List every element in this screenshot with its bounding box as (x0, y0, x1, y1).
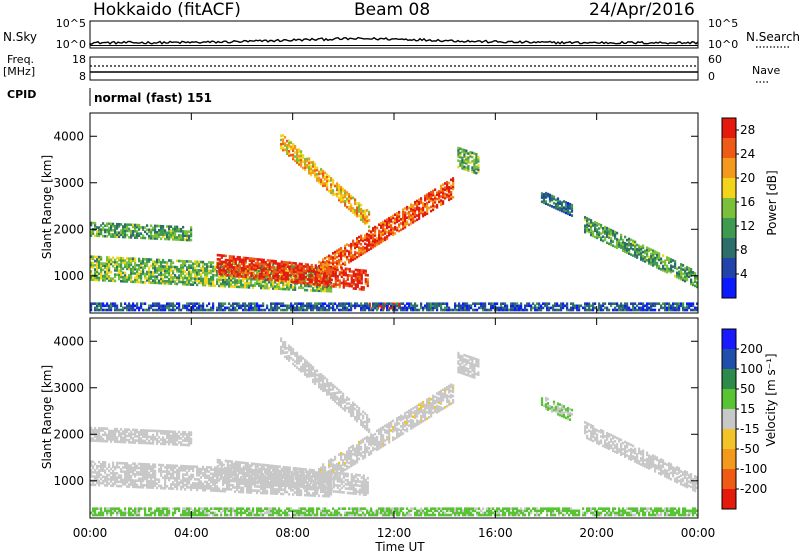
nsearch-tick-bottom: 10^0 (708, 38, 739, 51)
nsky-label: N.Sky (3, 30, 38, 44)
x-tick-label: 12:00 (377, 526, 412, 540)
x-tick-label: 00:00 (681, 526, 716, 540)
colorbar-swatch (722, 198, 736, 219)
station-title: Hokkaido (fitACF) (93, 0, 241, 20)
colorbar-tick-label: -50 (740, 442, 760, 456)
colorbar-tick-label: 8 (740, 243, 748, 257)
echo-band-8 (540, 191, 574, 217)
nave-label: Nave (752, 64, 781, 77)
echo-band-7 (584, 216, 699, 289)
echo-band-10 (90, 302, 699, 312)
x-axis-label: Time UT (375, 540, 425, 554)
colorbar-tick-label: 16 (740, 195, 755, 209)
freq-tick-bottom: 8 (79, 70, 86, 83)
colorbar-tick-label: 24 (740, 147, 755, 161)
colorbar-tick-label: 4 (740, 267, 748, 281)
echo-band-2 (216, 253, 369, 291)
colorbar-tick-label: -15 (740, 422, 760, 436)
nave-tick-top: 60 (708, 53, 722, 66)
colorbar-tick-label: 100 (740, 362, 763, 376)
colorbar-tick-label: 28 (740, 123, 755, 137)
beam-title: Beam 08 (354, 0, 431, 20)
echo-band-3 (318, 177, 455, 283)
colorbar-swatch (722, 489, 736, 510)
colorbar-swatch (722, 349, 736, 370)
y-tick-label: 4000 (53, 129, 84, 143)
nave-tick-bottom: 0 (708, 70, 715, 83)
velocity-colorbar: 200 100 50 15 -15 -50 -100 -200 (721, 328, 767, 510)
echo-band-6 (457, 146, 480, 175)
x-tick-label: 04:00 (174, 526, 209, 540)
colorbar-swatch (722, 369, 736, 390)
colorbar-tick-label: 12 (740, 219, 755, 233)
colorbar-swatch (722, 178, 736, 199)
y-tick-label: 1000 (53, 269, 84, 283)
echo-band-2 (216, 458, 369, 497)
colorbar-swatch (722, 238, 736, 259)
y-tick-label: 2000 (53, 427, 84, 441)
colorbar-tick-label: 50 (740, 382, 755, 396)
colorbar-swatch (722, 429, 736, 450)
colorbar-swatch (722, 329, 736, 350)
freq-label-line1: Freq. (7, 53, 35, 66)
velocity-panel: 1000 2000 3000 4000 (53, 317, 699, 519)
echo-band-5 (280, 134, 371, 229)
cpid-label: CPID (7, 88, 37, 101)
nsky-tick-bottom: 10^0 (55, 38, 86, 51)
echo-band-3 (318, 383, 455, 488)
x-tick-label: 16:00 (478, 526, 513, 540)
y-tick-label: 2000 (53, 222, 84, 236)
power-panel: 1000 2000 3000 4000 (53, 112, 699, 314)
colorbar-swatch (722, 278, 736, 299)
colorbar-swatch (722, 138, 736, 159)
y-tick-label: 4000 (53, 334, 84, 348)
freq-label-line2: [MHz] (3, 65, 36, 78)
echo-band-8 (540, 396, 574, 421)
echo-band-4 (90, 426, 193, 447)
x-axis: 00:00 04:00 08:00 12:00 16:00 20:00 00:00 (73, 526, 716, 540)
date-title: 24/Apr/2016 (589, 0, 695, 20)
colorbar-swatch (722, 218, 736, 239)
colorbar-tick-label: 20 (740, 171, 755, 185)
cpid-value: normal (fast) 151 (94, 91, 212, 105)
nsearch-tick-top: 10^5 (708, 17, 739, 30)
freq-panel (89, 56, 770, 83)
nsky-tick-top: 10^5 (55, 17, 86, 30)
colorbar-swatch (722, 158, 736, 179)
power-colorbar: 4 8 12 16 20 24 28 (721, 117, 755, 299)
nsky-panel (89, 20, 790, 49)
echo-band-6 (457, 351, 480, 379)
colorbar-tick-label: 200 (740, 342, 763, 356)
nsearch-label: N.Search (746, 30, 800, 44)
colorbar-swatch (722, 449, 736, 470)
colorbar-swatch (722, 118, 736, 139)
x-tick-label: 00:00 (73, 526, 108, 540)
colorbar-swatch (722, 409, 736, 430)
colorbar-tick-label: -100 (740, 462, 767, 476)
y-tick-label: 1000 (53, 474, 84, 488)
y-tick-label: 3000 (53, 176, 84, 190)
colorbar-swatch (722, 469, 736, 490)
freq-tick-top: 18 (72, 53, 86, 66)
colorbar-tick-label: -200 (740, 482, 767, 496)
echo-band-4 (90, 221, 193, 242)
colorbar-swatch (722, 389, 736, 410)
echo-band-5 (280, 337, 371, 434)
colorbar-tick-label: 15 (740, 402, 755, 416)
x-tick-label: 08:00 (275, 526, 310, 540)
x-tick-label: 20:00 (579, 526, 614, 540)
y-tick-label: 3000 (53, 381, 84, 395)
colorbar-swatch (722, 258, 736, 279)
